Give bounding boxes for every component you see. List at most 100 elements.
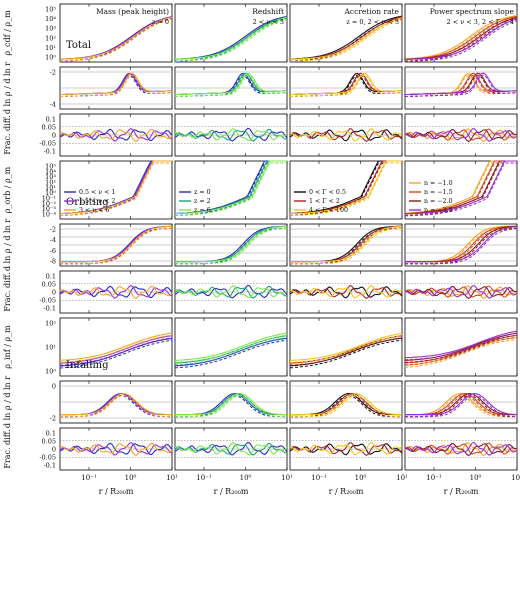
series-line-2 [290,393,403,416]
panel-total-fracdiff-col1 [174,113,288,157]
series-line-0 [404,15,518,60]
series-fit-0 [59,339,173,369]
series-fit-0 [60,227,173,265]
orbiting-slope-ytick: -2 [50,226,56,234]
total-profile-ytick: 10² [45,34,56,42]
series-line-3 [404,285,518,299]
series-line-1 [289,285,403,299]
series-line-3 [404,128,518,142]
series-line-3 [404,160,517,215]
series-fit-2 [175,227,288,265]
series-fit-1 [175,227,288,265]
series-fit-2 [174,19,288,62]
series-fit-1 [290,395,402,418]
series-line-0 [59,442,173,456]
series-line-2 [175,225,288,263]
legend-label: 0.5 < ν < 1 [79,189,115,196]
infalling-profile-ytick: 10¹ [45,344,56,352]
series-fit-2 [405,395,518,418]
orbiting-slope-ylabel: d ln ρ / d ln r [3,219,12,271]
column-subtitle: z = 0, 2 < ν < 3 [346,18,399,26]
total-slope-ytick: -4 [50,101,56,109]
series-fit-2 [290,162,402,217]
panel-orbiting-profile-col2 [289,160,403,220]
series-fit-2 [405,227,518,265]
series-line-1 [59,127,173,142]
x-tick-label: 10¹ [166,474,178,482]
panel-total-profile-col1: Redshift 2 < ν < 3 [174,3,288,63]
infalling-fracdiff-ytick: -0.05 [39,454,56,462]
panel-infalling-slope-col0 [59,380,173,424]
series-line-2 [289,128,403,142]
series-fit-2 [290,334,403,363]
series-line-3 [404,442,518,456]
legend-label: n = −2.0 [424,198,453,205]
column-subtitle: 2 < ν < 3, 2 < Γ < 4 [447,18,514,26]
orbiting-slope-ytick: -8 [50,258,56,266]
series-fit-3 [404,74,518,98]
series-fit-2 [60,18,173,62]
orbiting-fracdiff-ytick: 0 [52,289,56,297]
series-line-3 [404,330,518,359]
series-line-2 [289,72,403,96]
total-profile-ylabel: ρ_cdf / ρ_m [3,10,12,56]
x-tick-label: 10⁻¹ [311,474,327,482]
series-fit-1 [174,162,287,217]
series-line-2 [289,17,403,60]
section-label-infalling: Infalling [66,360,109,371]
panel-infalling-fracdiff-col0 [59,427,173,471]
series-fit-3 [404,20,518,62]
x-tick-label: 10¹ [281,474,293,482]
panel-total-profile-col0: Mass (peak height) z = 0 Total [59,3,173,63]
series-line-2 [404,443,518,457]
column-title: Mass (peak height) [96,7,169,16]
infalling-fracdiff-ytick: -0.1 [43,462,56,470]
series-line-0 [59,285,173,299]
total-profile-ytick: 10⁴ [45,15,56,23]
orbiting-profile-ytick: 10⁴ [45,168,56,176]
legend-col1: z = 0 z = 2 z = 6 [179,189,211,214]
series-fit-1 [405,227,517,265]
series-line-2 [59,285,173,299]
orbiting-profile-ytick: 10⁻⁴ [42,211,57,219]
series-line-0 [174,441,288,456]
orbiting-profile-ytick: 10³ [45,173,56,181]
panel-infalling-fracdiff-col3 [404,427,518,471]
series-line-2 [290,225,403,263]
panel-total-profile-col2: Accretion rate z = 0, 2 < ν < 3 [289,3,403,63]
orbiting-fracdiff-ytick: -0.05 [39,297,56,305]
series-line-1 [290,393,402,416]
series-fit-1 [174,18,288,62]
series-line-2 [59,160,172,215]
legend-label: 3 < ν < 6 [79,207,109,214]
orbiting-slope-ytick: -4 [50,236,56,244]
series-line-2 [174,332,288,361]
series-fit-3 [404,332,518,361]
series-fit-0 [405,227,517,265]
panel-total-slope-col0 [59,66,173,110]
series-fit-2 [404,74,518,98]
infalling-slope-ytick: 0 [52,383,56,391]
panel-frame [289,3,403,63]
series-line-2 [60,225,172,263]
series-fit-3 [404,162,517,217]
series-fit-1 [59,18,173,62]
panel-total-slope-col2 [289,66,403,110]
total-fracdiff-ytick: 0.1 [46,116,56,124]
series-line-2 [175,393,288,416]
panel-frame [289,317,403,377]
series-fit-2 [174,74,288,98]
panel-total-profile-col3: Power spectrum slope 2 < ν < 3, 2 < Γ < 4 [404,3,518,63]
series-line-3 [404,72,518,96]
series-line-2 [60,16,173,60]
orbiting-profile-ytick: 10⁻² [42,200,57,208]
series-line-2 [174,285,288,299]
x-axis-label: r / R₂₀₀m [214,487,249,496]
series-fit-3 [405,395,518,418]
legend-label: z = 6 [194,207,211,214]
series-fit-2 [59,74,173,98]
series-line-2 [59,442,173,456]
x-tick-label: 10⁰ [470,474,482,482]
series-fit-0 [59,18,173,62]
